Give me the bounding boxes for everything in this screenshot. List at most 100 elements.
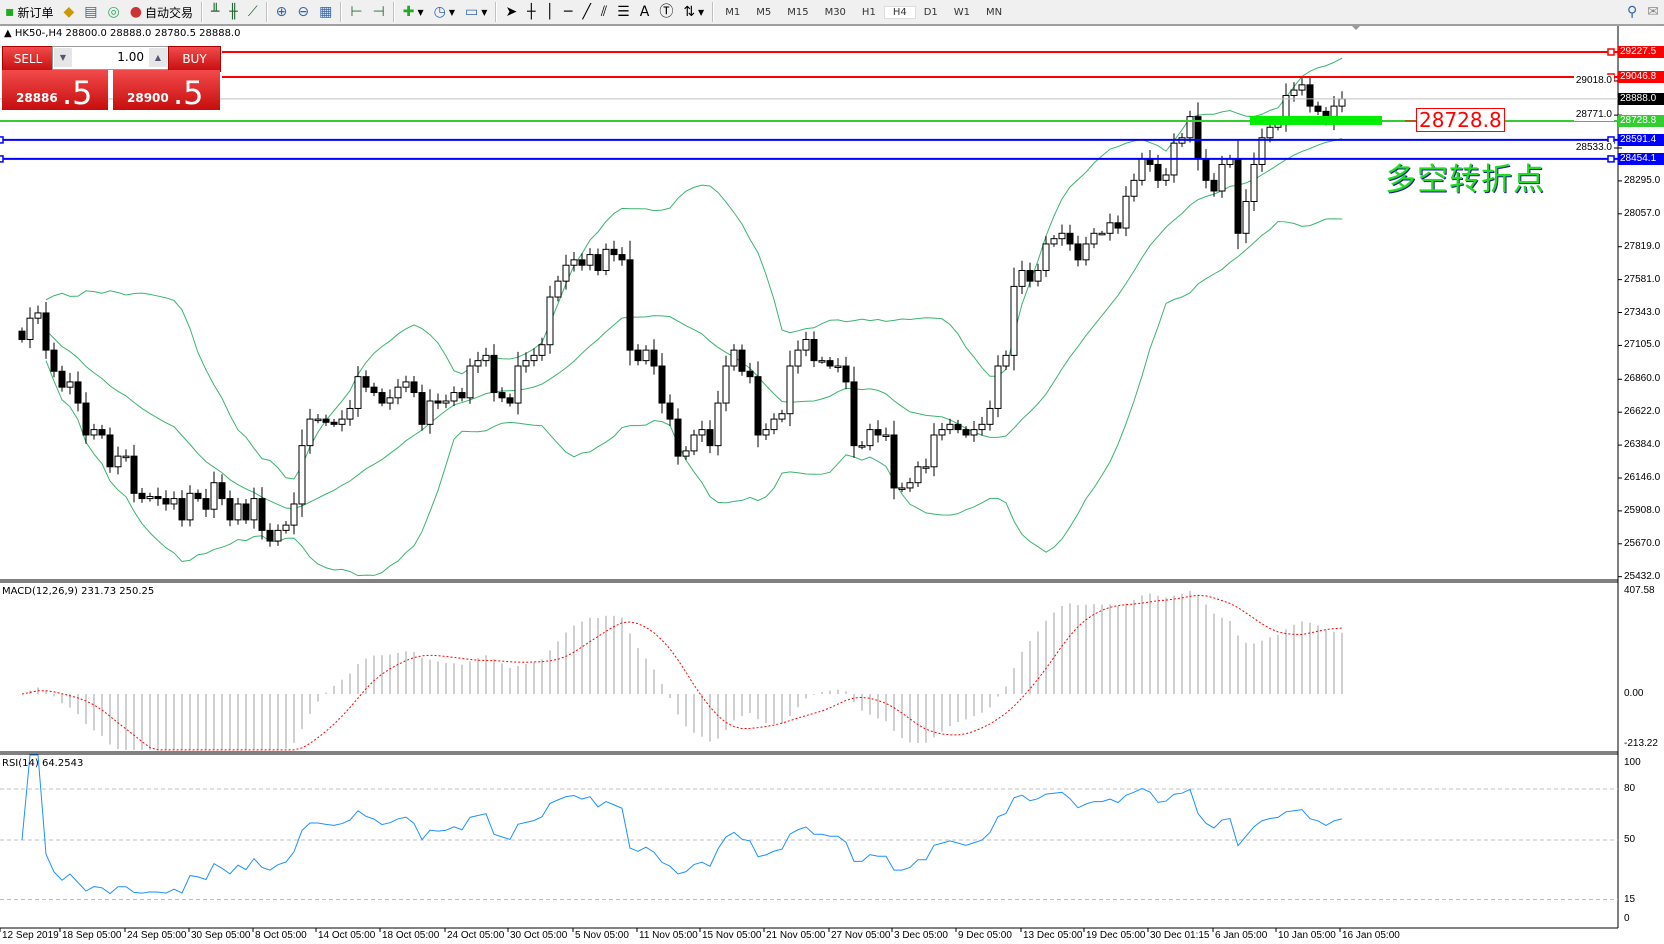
chat-button[interactable]: ✉ <box>1642 1 1664 23</box>
lot-decrease-icon[interactable]: ▼ <box>54 48 72 67</box>
bullish-candle <box>386 397 394 404</box>
bar-chart-button[interactable]: ╨ <box>206 1 224 23</box>
sell-button[interactable]: SELL <box>2 46 54 72</box>
bearish-candle <box>626 259 634 351</box>
turning-point-text[interactable]: 多空转折点 <box>1385 162 1545 198</box>
bullish-candle <box>922 466 930 469</box>
arrows-button[interactable]: ⇅ ▼ <box>678 1 709 23</box>
bullish-candle <box>1242 201 1250 234</box>
sell-price-button[interactable]: 28886 .5 <box>2 70 108 110</box>
text-label-icon: Ⓣ <box>659 4 674 20</box>
macd-axis-label: 0.00 <box>1624 688 1644 699</box>
signals-button[interactable]: ◎ <box>103 1 125 23</box>
timeframe-m5[interactable]: M5 <box>756 6 772 18</box>
bullish-candle <box>906 482 914 489</box>
toolbar-divider <box>340 2 343 22</box>
timeframe-m30[interactable]: M30 <box>824 6 846 18</box>
text-icon: A <box>639 4 650 20</box>
bullish-candle <box>914 466 922 484</box>
vertical-line-icon: │ <box>545 4 555 20</box>
zoom-out-button[interactable]: ⊖ <box>292 1 314 23</box>
pivot-price-label[interactable]: 28728.8 <box>1416 108 1505 132</box>
search-icon: ⚲ <box>1627 4 1638 20</box>
bearish-candle <box>1234 158 1242 234</box>
dropdown-arrow-icon: ▼ <box>698 7 705 17</box>
navigator-icon: ▤ <box>84 4 98 20</box>
bullish-candle <box>34 312 42 319</box>
new-order-button[interactable]: ▪ 新订单 <box>5 4 54 20</box>
vertical-line-button[interactable]: │ <box>541 1 559 23</box>
line-chart-button[interactable]: ⟋ <box>243 1 263 23</box>
macd-signal-line <box>21 594 1343 751</box>
bearish-candle <box>50 349 58 372</box>
search-button[interactable]: ⚲ <box>1622 1 1642 23</box>
lot-size-input[interactable]: 1.00 <box>117 50 144 64</box>
bearish-candle <box>154 496 162 500</box>
bullish-candle <box>1098 232 1106 236</box>
bearish-candle <box>650 349 658 367</box>
bullish-candle <box>794 349 802 367</box>
bearish-candle <box>842 365 850 383</box>
chart-shift-button[interactable]: ⊣ <box>368 1 390 23</box>
cursor-icon: ➤ <box>505 4 518 20</box>
bullish-candle <box>90 429 98 436</box>
buy-button[interactable]: BUY <box>168 46 221 72</box>
timeframe-m15[interactable]: M15 <box>787 6 809 18</box>
crosshair-icon: ┼ <box>527 4 536 20</box>
timeframe-d1[interactable]: D1 <box>923 6 938 18</box>
horizontal-line-button[interactable]: ─ <box>559 1 577 23</box>
price-axis-label: 26622.0 <box>1624 406 1661 418</box>
bearish-candle <box>738 349 746 372</box>
rsi-axis-label: 0 <box>1624 913 1630 924</box>
text-label-button[interactable]: Ⓣ <box>654 1 678 23</box>
market-watch-button[interactable]: ◆ <box>59 1 80 23</box>
price-axis-label: 26146.0 <box>1624 471 1661 483</box>
timeframe-mn[interactable]: MN <box>986 6 1003 18</box>
bearish-candle <box>58 370 66 388</box>
price-axis-label: 28057.0 <box>1624 207 1661 219</box>
bearish-candle <box>578 259 586 266</box>
bearish-candle <box>18 330 26 340</box>
trendline-button[interactable]: ╱ <box>577 1 595 23</box>
text-button[interactable]: A <box>635 1 655 23</box>
timeframe-w1[interactable]: W1 <box>953 6 971 18</box>
bearish-candle <box>610 248 618 256</box>
periods-button[interactable]: ◷ ▼ <box>429 1 460 23</box>
tile-windows-button[interactable]: ▦ <box>314 1 337 23</box>
bearish-candle <box>194 492 202 500</box>
time-axis-label: 21 Nov 05:00 <box>766 930 826 941</box>
buy-price-button[interactable]: 28900 .5 <box>113 70 220 110</box>
time-axis-label: 30 Sep 05:00 <box>191 930 251 941</box>
bearish-candle <box>434 400 442 404</box>
fibonacci-button[interactable]: ☰ <box>612 1 635 23</box>
signal-icon: ◎ <box>107 4 120 20</box>
time-axis-label: 13 Dec 05:00 <box>1023 930 1083 941</box>
channel-button[interactable]: ⫽ <box>596 1 612 23</box>
crosshair-button[interactable]: ┼ <box>522 1 540 23</box>
timeframe-h4[interactable]: H4 <box>883 5 916 19</box>
lot-increase-icon[interactable]: ▲ <box>149 48 167 67</box>
bullish-candle <box>554 280 562 298</box>
auto-trading-button[interactable]: ● 自动交易 <box>129 4 193 20</box>
bearish-candle <box>322 418 330 423</box>
zoom-in-button[interactable]: ⊕ <box>271 1 293 23</box>
time-axis-label: 24 Oct 05:00 <box>447 930 505 941</box>
timeframe-m1[interactable]: M1 <box>725 6 741 18</box>
templates-button[interactable]: ▭ ▼ <box>460 1 492 23</box>
cursor-button[interactable]: ➤ <box>500 1 522 23</box>
time-axis-label: 30 Oct 05:00 <box>510 930 568 941</box>
lot-size-stepper[interactable]: ▼ 1.00 ▲ <box>52 46 169 70</box>
bullish-candle <box>1090 232 1098 245</box>
indicators-button[interactable]: ✚ ▼ <box>398 1 429 23</box>
candle-chart-button[interactable]: ╫ <box>224 1 242 23</box>
navigator-button[interactable]: ▤ <box>79 1 102 23</box>
timeframe-h1[interactable]: H1 <box>861 6 876 18</box>
bullish-candle <box>714 402 722 447</box>
bearish-candle <box>106 434 114 468</box>
bullish-candle <box>482 354 490 362</box>
bullish-candle <box>1250 163 1258 203</box>
macd-label: MACD(12,26,9) 231.73 250.25 <box>2 586 155 597</box>
bar-chart-icon: ╨ <box>210 4 220 20</box>
auto-scroll-button[interactable]: ⊢ <box>345 1 367 23</box>
